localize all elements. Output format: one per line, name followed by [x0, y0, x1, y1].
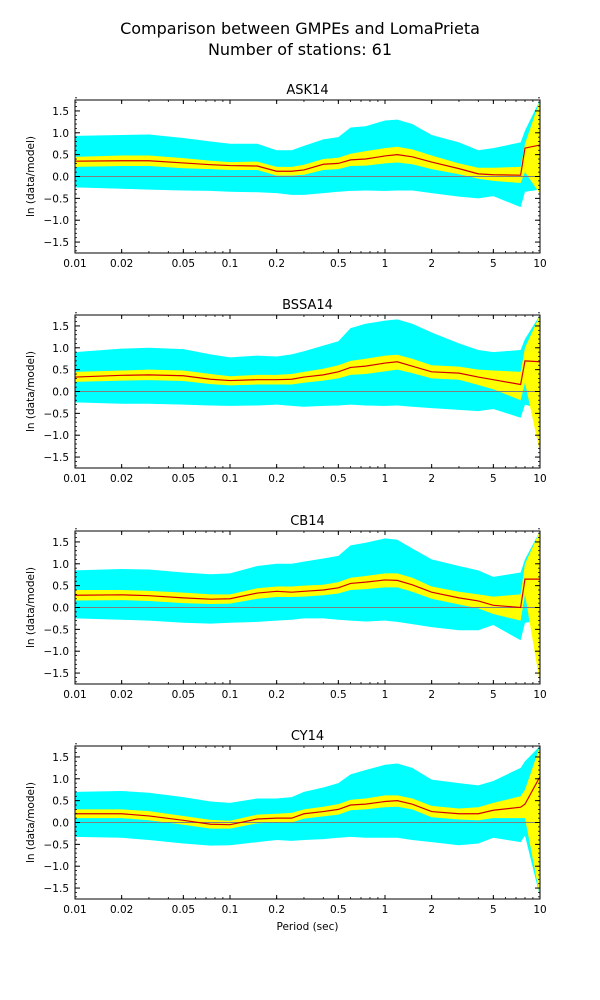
x-tick-label: 1	[382, 473, 389, 485]
y-tick-label: −1.0	[44, 646, 70, 658]
x-tick-label: 1	[382, 258, 389, 270]
y-tick-label: −0.5	[44, 408, 70, 420]
y-tick-label: −0.5	[44, 839, 70, 851]
x-tick-label: 0.1	[222, 689, 239, 701]
x-tick-label: 10	[533, 904, 546, 916]
y-tick-label: 0.0	[52, 818, 69, 830]
x-tick-label: 10	[533, 258, 546, 270]
y-tick-label: 1.0	[52, 774, 69, 786]
mean-line	[75, 144, 540, 176]
x-tick-label: 0.01	[63, 258, 86, 270]
y-tick-label: 1.0	[52, 559, 69, 571]
y-axis-label: ln (data/model)	[25, 567, 37, 648]
x-tick-label: 0.2	[268, 689, 285, 701]
x-tick-label: 10	[533, 473, 546, 485]
x-tick-label: 0.01	[63, 904, 86, 916]
panel-bssa14: 0.01 0.02 0.05 0.1 0.2 0.5 1 2 5 10 −1.5 −1.0 −0.5 0.…	[25, 298, 547, 485]
x-tick-label: 0.1	[222, 473, 239, 485]
x-tick-label: 5	[490, 473, 497, 485]
x-tick-label: 0.02	[110, 689, 133, 701]
x-tick-label: 0.2	[268, 473, 285, 485]
panel-cy14: 0.01 0.02 0.05 0.1 0.2 0.5 1 2 5 10 −1.5 −1.0 −0.5 0.…	[25, 729, 547, 933]
x-tick-label: 0.01	[63, 473, 86, 485]
y-tick-label: −1.0	[44, 430, 70, 442]
y-tick-label: −1.5	[44, 883, 70, 895]
y-tick-label: 0.0	[52, 172, 69, 184]
y-tick-label: −1.0	[44, 861, 70, 873]
y-tick-label: 0.5	[52, 796, 69, 808]
x-tick-label: 0.5	[330, 689, 347, 701]
x-tick-label: 10	[533, 689, 546, 701]
x-tick-label: 0.1	[222, 258, 239, 270]
x-tick-label: 5	[490, 258, 497, 270]
x-tick-label: 2	[428, 689, 435, 701]
x-tick-label: 0.05	[172, 473, 195, 485]
y-tick-label: 0.5	[52, 150, 69, 162]
panel-title: BSSA14	[282, 298, 333, 313]
y-tick-label: 1.5	[52, 537, 69, 549]
x-tick-label: 0.5	[330, 473, 347, 485]
y-tick-label: −0.5	[44, 624, 70, 636]
y-tick-label: −1.5	[44, 237, 70, 249]
x-tick-label: 2	[428, 904, 435, 916]
y-tick-label: 0.5	[52, 581, 69, 593]
panel-title: ASK14	[286, 83, 328, 98]
y-axis-label: ln (data/model)	[25, 351, 37, 432]
y-tick-label: 1.5	[52, 752, 69, 764]
x-tick-label: 0.02	[110, 904, 133, 916]
x-axis-label: Period (sec)	[277, 921, 339, 933]
y-tick-label: 0.0	[52, 387, 69, 399]
y-axis-label: ln (data/model)	[25, 136, 37, 217]
x-tick-label: 0.02	[110, 473, 133, 485]
y-tick-label: 1.5	[52, 321, 69, 333]
outer-band	[75, 746, 540, 897]
figure-subtitle: Number of stations: 61	[208, 40, 392, 59]
x-tick-label: 0.5	[330, 258, 347, 270]
x-tick-label: 0.01	[63, 689, 86, 701]
x-tick-label: 0.2	[268, 904, 285, 916]
outer-band	[75, 100, 540, 208]
x-tick-label: 1	[382, 689, 389, 701]
y-tick-label: −1.5	[44, 668, 70, 680]
x-tick-label: 0.1	[222, 904, 239, 916]
panel-title: CB14	[290, 514, 325, 529]
y-tick-label: 1.0	[52, 128, 69, 140]
x-tick-label: 0.05	[172, 258, 195, 270]
x-tick-label: 2	[428, 258, 435, 270]
x-tick-label: 5	[490, 689, 497, 701]
y-axis-label: ln (data/model)	[25, 782, 37, 863]
panel-cb14: 0.01 0.02 0.05 0.1 0.2 0.5 1 2 5 10 −1.5 −1.0 −0.5 0.…	[25, 514, 547, 701]
x-tick-label: 0.05	[172, 689, 195, 701]
x-tick-label: 0.5	[330, 904, 347, 916]
mean-line	[75, 776, 540, 826]
x-tick-label: 0.2	[268, 258, 285, 270]
y-tick-label: −0.5	[44, 193, 70, 205]
x-tick-label: 2	[428, 473, 435, 485]
panels-container: 0.01 0.02 0.05 0.1 0.2 0.5 1 2 5 10−1.5−1.0−0.50.…	[25, 83, 547, 933]
x-tick-label: 5	[490, 904, 497, 916]
inner-band	[75, 746, 540, 897]
x-tick-label: 1	[382, 904, 389, 916]
mean-line	[75, 578, 540, 609]
mean-line	[75, 360, 540, 386]
x-tick-label: 0.05	[172, 904, 195, 916]
outer-band	[75, 315, 540, 418]
y-tick-label: −1.5	[44, 452, 70, 464]
panel-ask14: 0.01 0.02 0.05 0.1 0.2 0.5 1 2 5 10 −1.5 −1.0 −0.5 0.…	[25, 83, 547, 270]
x-tick-label: 0.02	[110, 258, 133, 270]
panel-title: CY14	[291, 729, 324, 744]
y-tick-label: 1.0	[52, 343, 69, 355]
y-tick-label: −1.0	[44, 215, 70, 227]
y-tick-label: 0.0	[52, 603, 69, 615]
y-tick-label: 1.5	[52, 106, 69, 118]
y-tick-label: 0.5	[52, 365, 69, 377]
figure-title: Comparison between GMPEs and LomaPrieta	[120, 19, 480, 38]
